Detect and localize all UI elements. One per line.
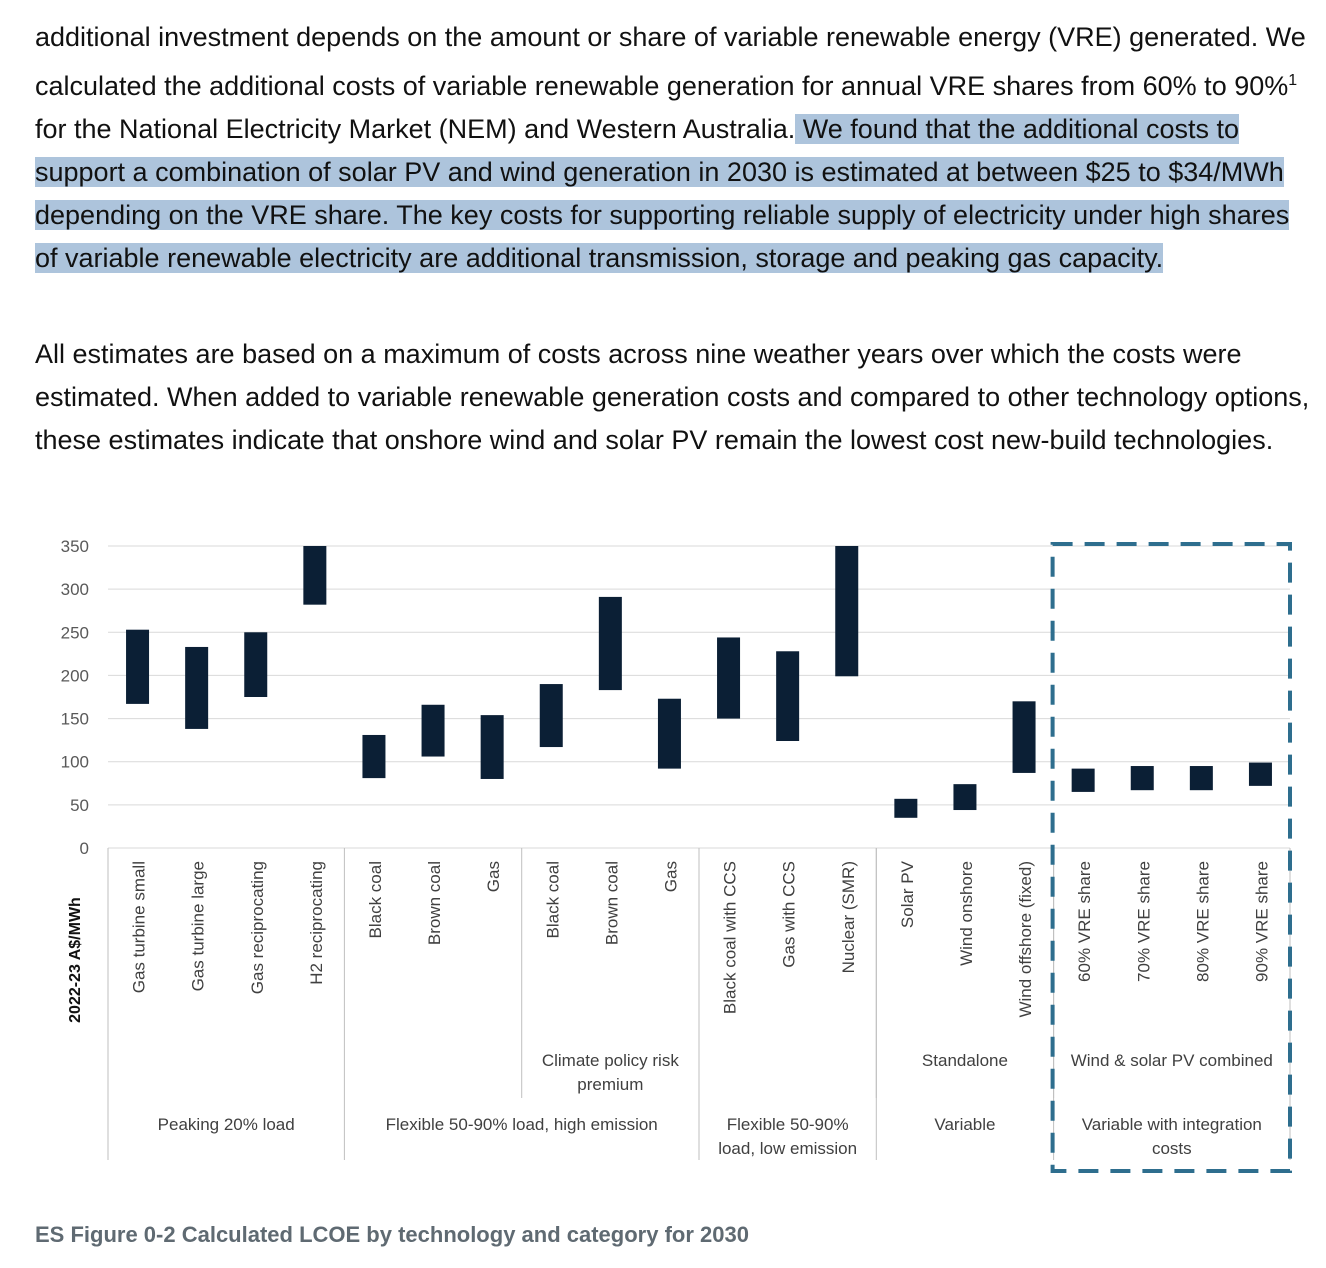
group-label: Variable xyxy=(934,1115,995,1134)
figure-caption: ES Figure 0-2 Calculated LCOE by technol… xyxy=(35,1222,749,1247)
range-bar xyxy=(303,546,327,605)
range-bar xyxy=(598,596,622,691)
range-bar xyxy=(1012,701,1036,773)
range-bar xyxy=(894,798,918,818)
category-label: Wind offshore (fixed) xyxy=(1016,861,1035,1018)
range-bar xyxy=(1248,762,1272,786)
category-label: Gas xyxy=(661,861,680,892)
group-label: Flexible 50-90% load, high emission xyxy=(386,1115,658,1134)
category-label: 80% VRE share xyxy=(1193,861,1212,982)
range-bar xyxy=(480,715,504,779)
footnote-ref[interactable]: 1 xyxy=(1288,72,1298,89)
range-bar xyxy=(126,629,150,704)
range-bar xyxy=(1130,766,1154,791)
range-bar xyxy=(835,546,859,677)
y-tick-label: 0 xyxy=(80,839,89,858)
intro-text-cont: for the National Electricity Market (NEM… xyxy=(35,114,796,144)
range-bar xyxy=(1189,766,1213,791)
category-label: Brown coal xyxy=(425,861,444,945)
category-label: Gas turbine small xyxy=(130,861,149,993)
range-bar xyxy=(244,632,268,697)
y-tick-label: 300 xyxy=(61,580,89,599)
category-label: 60% VRE share xyxy=(1075,861,1094,982)
category-label: Black coal with CCS xyxy=(721,861,740,1014)
y-tick-label: 350 xyxy=(61,537,89,556)
range-bar xyxy=(421,704,445,757)
subgroup-label: Climate policy risk premium xyxy=(542,1051,679,1094)
category-label: Wind onshore xyxy=(957,861,976,966)
category-label: Nuclear (SMR) xyxy=(839,861,858,973)
range-bar xyxy=(362,734,386,779)
highlight-box xyxy=(1050,542,1292,1173)
category-label: Gas xyxy=(484,861,503,892)
category-label: Black coal xyxy=(543,861,562,938)
category-label: Gas turbine large xyxy=(189,861,208,991)
category-label: H2 reciprocating xyxy=(307,861,326,985)
group-label: Peaking 20% load xyxy=(158,1115,295,1134)
subgroup-label: Standalone xyxy=(922,1051,1008,1070)
y-tick-label: 100 xyxy=(61,753,89,772)
estimates-paragraph: All estimates are based on a maximum of … xyxy=(35,339,1310,455)
y-tick-label: 250 xyxy=(61,623,89,642)
category-label: Solar PV xyxy=(898,860,917,928)
category-label: 90% VRE share xyxy=(1252,861,1271,982)
group-label: Variable with integration costs xyxy=(1082,1115,1262,1158)
intro-text: additional investment depends on the amo… xyxy=(35,22,1306,101)
range-bar xyxy=(717,637,741,719)
lcoe-chart: 0 50 100 150 200 250 300 350 2022-23 A$/MWh Gas t… xyxy=(61,537,1292,1173)
y-tick-label: 50 xyxy=(70,796,89,815)
category-label: Gas with CCS xyxy=(780,861,799,968)
category-label: Gas reciprocating xyxy=(248,861,267,994)
intro-paragraph: additional investment depends on the amo… xyxy=(35,16,1310,280)
category-label: Brown coal xyxy=(602,861,621,945)
range-bar xyxy=(1071,768,1095,792)
range-bar xyxy=(539,684,563,748)
category-label: Black coal xyxy=(366,861,385,938)
group-label: Flexible 50-90% load, low emission xyxy=(718,1115,857,1158)
y-tick-label: 200 xyxy=(61,666,89,685)
category-label: 70% VRE share xyxy=(1134,861,1153,982)
range-bar xyxy=(657,698,681,769)
range-bar xyxy=(953,784,977,811)
range-bar xyxy=(185,646,209,729)
y-tick-label: 150 xyxy=(61,710,89,729)
y-axis-label: 2022-23 A$/MWh xyxy=(67,897,84,1023)
subgroup-label: Wind & solar PV combined xyxy=(1071,1051,1273,1070)
range-bar xyxy=(776,651,800,742)
